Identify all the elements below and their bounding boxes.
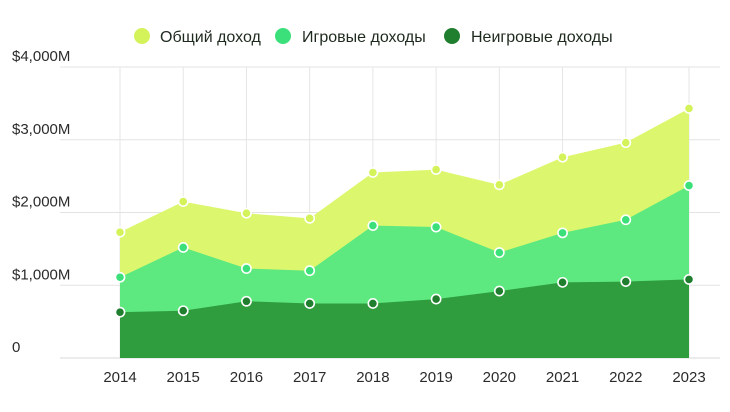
x-tick-label: 2022 [609, 369, 642, 386]
data-point-series-2 [683, 180, 695, 191]
markers [114, 103, 695, 318]
x-tick-label: 2015 [167, 369, 200, 386]
x-tick-label: 2016 [230, 369, 263, 386]
legend: Общий доход Игровые доходы Неигровые доход… [134, 28, 613, 46]
data-point-series-2 [493, 247, 505, 258]
y-tick-label: $3,000M [12, 121, 70, 138]
data-point-series-2 [430, 221, 442, 233]
areas [120, 108, 689, 358]
x-tick-label: 2017 [293, 369, 326, 386]
data-point-series-3 [430, 293, 442, 305]
legend-label-series-3: Неигровые доходы [471, 29, 613, 46]
data-point-series-1 [683, 103, 695, 114]
x-tick-label: 2014 [103, 369, 136, 386]
legend-marker-series-3 [444, 28, 460, 44]
data-point-series-1 [367, 167, 379, 178]
data-point-series-3 [557, 276, 568, 288]
x-tick-label: 2018 [356, 369, 389, 386]
data-point-series-1 [304, 212, 316, 224]
data-point-series-1 [177, 196, 189, 207]
data-point-series-2 [114, 271, 126, 283]
data-point-series-3 [683, 274, 695, 285]
data-point-series-3 [620, 276, 632, 288]
data-point-series-1 [493, 179, 505, 191]
data-point-series-2 [304, 265, 316, 277]
y-tick-label: $4,000M [12, 48, 70, 65]
legend-label-series-1: Общий доход [160, 29, 262, 46]
data-point-series-1 [620, 137, 632, 149]
y-tick-label: $2,000M [12, 194, 70, 211]
area-series-3 [120, 279, 689, 358]
data-point-series-1 [114, 226, 126, 238]
data-point-series-3 [493, 285, 505, 297]
data-point-series-3 [304, 298, 316, 309]
data-point-series-3 [367, 298, 379, 309]
legend-marker-series-2 [275, 28, 291, 44]
data-point-series-3 [177, 305, 189, 317]
data-point-series-2 [620, 214, 632, 226]
x-axis: 2014 2015 2016 2017 2018 2019 2020 2021 2022 2023 [103, 369, 705, 386]
data-point-series-2 [241, 263, 252, 274]
data-point-series-2 [367, 220, 379, 231]
data-point-series-2 [177, 242, 189, 253]
x-tick-label: 2020 [483, 369, 516, 386]
data-point-series-1 [430, 164, 442, 175]
y-axis: 0 $1,000M $2,000M $3,000M $4,000M [12, 48, 70, 356]
x-tick-label: 2021 [546, 369, 579, 386]
x-tick-label: 2023 [672, 369, 705, 386]
y-tick-label: 0 [12, 339, 20, 356]
data-point-series-3 [114, 306, 126, 318]
legend-label-series-2: Игровые доходы [302, 29, 426, 46]
legend-marker-series-1 [134, 28, 150, 44]
data-point-series-3 [241, 295, 252, 307]
data-point-series-1 [241, 207, 252, 219]
data-point-series-1 [557, 151, 568, 163]
data-point-series-2 [557, 227, 568, 239]
y-tick-label: $1,000M [12, 266, 70, 283]
x-tick-label: 2019 [419, 369, 452, 386]
